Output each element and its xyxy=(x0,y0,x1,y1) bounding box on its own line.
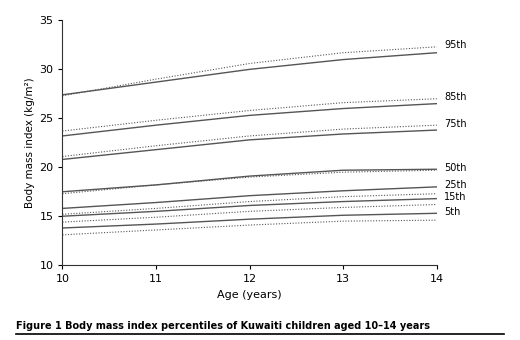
Text: 5th: 5th xyxy=(444,207,461,217)
Text: 15th: 15th xyxy=(444,192,467,202)
Text: 85th: 85th xyxy=(444,92,467,102)
Text: 75th: 75th xyxy=(444,119,467,129)
Text: 50th: 50th xyxy=(444,163,467,173)
Text: 95th: 95th xyxy=(444,40,467,50)
Legend: Male, Female: Male, Female xyxy=(145,339,294,340)
X-axis label: Age (years): Age (years) xyxy=(217,290,282,300)
Text: 25th: 25th xyxy=(444,181,467,190)
Y-axis label: Body mass index (kg/m²): Body mass index (kg/m²) xyxy=(25,78,35,208)
Text: Figure 1 Body mass index percentiles of Kuwaiti children aged 10–14 years: Figure 1 Body mass index percentiles of … xyxy=(16,321,430,331)
